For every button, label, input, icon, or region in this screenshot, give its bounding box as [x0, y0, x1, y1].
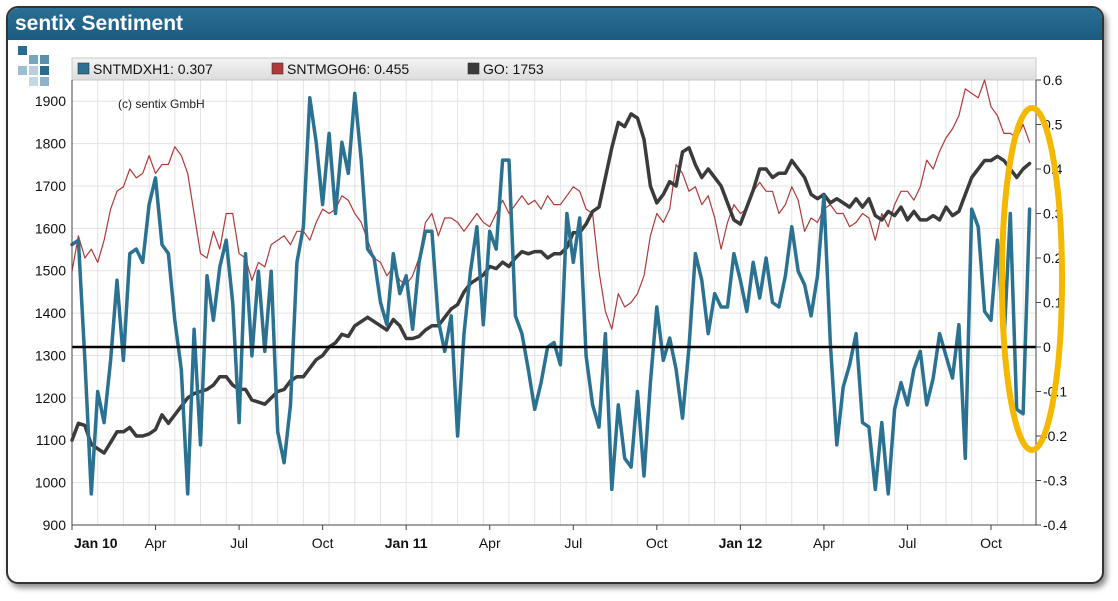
y-right-tick-label: 0.6	[1043, 72, 1063, 88]
y-left-tick-label: 1100	[36, 432, 66, 448]
window-title: sentix Sentiment	[15, 12, 184, 35]
y-left-tick-label: 1000	[35, 475, 66, 491]
y-right-tick-label: 0	[1043, 339, 1051, 355]
x-tick-label: Jul	[899, 535, 917, 551]
x-tick-label: Jan 12	[719, 535, 763, 551]
x-tick-label: Oct	[312, 535, 334, 551]
legend-bar	[71, 57, 1037, 81]
plot-area	[70, 79, 1036, 496]
y-right-tick-label: -0.2	[1043, 428, 1067, 444]
legend: SNTMDXH1: 0.307 SNTMGOH6: 0.455 GO: 1753	[77, 61, 544, 77]
legend-label: SNTMGOH6: 0.455	[287, 61, 409, 77]
y-left-tick-label: 900	[43, 517, 67, 533]
x-tick-label: Jul	[230, 535, 248, 551]
x-tick-label: Jul	[564, 535, 582, 551]
x-tick-label: Apr	[145, 535, 167, 551]
y-left-tick-label: 1900	[35, 93, 66, 109]
y-left-tick-label: 1500	[35, 263, 66, 279]
copyright-label: (c) sentix GmbH	[118, 97, 205, 111]
y-right-tick-label: -0.3	[1043, 473, 1067, 489]
y-left-tick-label: 1300	[35, 347, 66, 363]
x-tick-label: Apr	[813, 535, 835, 551]
y-left-tick-label: 1200	[35, 390, 66, 406]
y-left-tick-label: 1700	[35, 178, 66, 194]
legend-label: GO: 1753	[483, 61, 544, 77]
legend-label: SNTMDXH1: 0.307	[93, 61, 213, 77]
series-line-go	[70, 112, 1032, 455]
highlight-ellipse	[999, 105, 1065, 453]
x-tick-label: Jan 10	[74, 535, 118, 551]
sentix-logo-icon	[18, 46, 49, 86]
x-tick-label: Apr	[479, 535, 501, 551]
x-tick-label: Jan 11	[385, 535, 428, 551]
y-right-tick-label: -0.4	[1043, 517, 1067, 533]
x-tick-label: Oct	[980, 535, 1002, 551]
x-tick-label: Oct	[646, 535, 668, 551]
y-left-tick-label: 1600	[35, 220, 66, 236]
series-line-sntmgoh6	[71, 79, 1031, 330]
y-left-tick-label: 1400	[35, 305, 66, 321]
legend-swatch	[467, 62, 480, 75]
legend-swatch	[271, 62, 284, 75]
y-right-tick-label: 0.2	[1043, 250, 1063, 266]
series-line-sntmdxh1	[70, 91, 1032, 496]
y-right-tick-label: 0.1	[1043, 295, 1063, 311]
legend-swatch	[77, 62, 90, 75]
title-bar: sentix Sentiment	[8, 8, 1102, 40]
y-left-tick-label: 1800	[35, 136, 66, 152]
